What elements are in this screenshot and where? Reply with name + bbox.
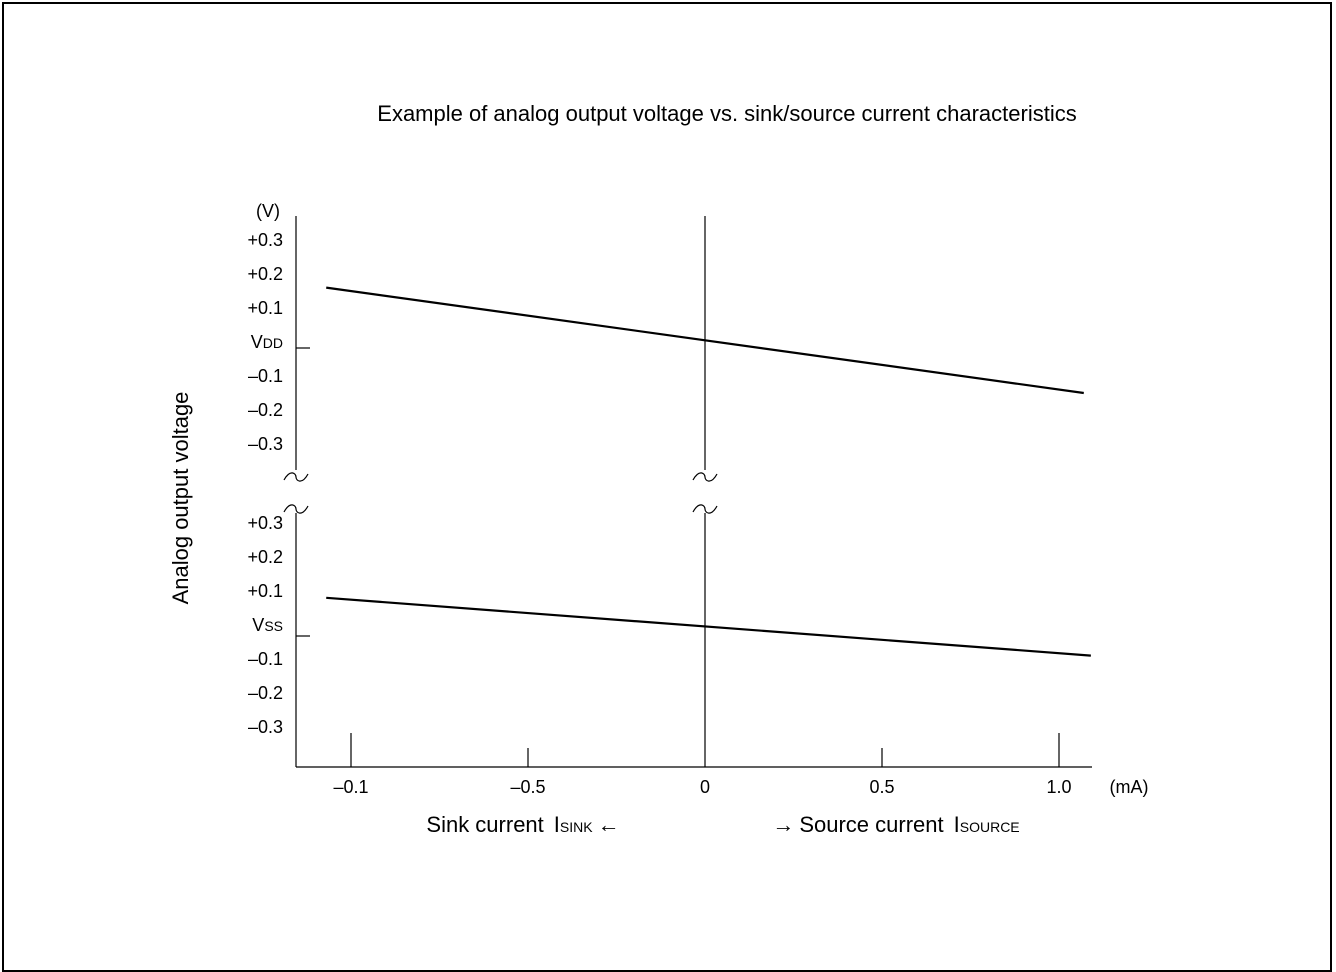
y-tick-label: –0.1 [248, 649, 283, 669]
axis-break-mark [283, 472, 309, 482]
chart-title: Example of analog output voltage vs. sin… [377, 101, 1076, 126]
y-tick-label: VDD [251, 332, 283, 352]
y-tick-label: –0.3 [248, 434, 283, 454]
x-axis-label-source: → Source current ISOURCE [772, 812, 1019, 837]
y-tick-label: +0.1 [247, 298, 283, 318]
x-axis-label-sink: Sink current ISINK ← [426, 812, 619, 837]
y-tick-label: +0.3 [247, 513, 283, 533]
x-unit-label: (mA) [1110, 777, 1149, 797]
axis-break-mark [283, 504, 309, 514]
x-tick-label: 0.5 [869, 777, 894, 797]
y-tick-label: +0.2 [247, 264, 283, 284]
y-tick-label: –0.2 [248, 400, 283, 420]
x-tick-label: –0.1 [333, 777, 368, 797]
y-tick-label: +0.3 [247, 230, 283, 250]
y-tick-label: +0.1 [247, 581, 283, 601]
axes-group: –0.1 –0.5 0 0.5 1.0 +0.3 +0.2 +0.1 VDD –0.1 –0.2 –0… [247, 216, 1092, 797]
series-line-vdd [326, 286, 1084, 395]
y-axis-label: Analog output voltage [168, 392, 193, 605]
y-unit-label: (V) [256, 201, 280, 221]
marks-group [326, 286, 1091, 657]
x-tick-label: –0.5 [510, 777, 545, 797]
y-tick-label: –0.2 [248, 683, 283, 703]
series-line-vss [326, 596, 1091, 657]
x-tick-label: 0 [700, 777, 710, 797]
axis-break-mark [692, 472, 718, 482]
y-tick-label: –0.3 [248, 717, 283, 737]
axis-break-mark [692, 504, 718, 514]
x-tick-label: 1.0 [1046, 777, 1071, 797]
y-tick-label: –0.1 [248, 366, 283, 386]
y-tick-label: +0.2 [247, 547, 283, 567]
y-tick-label: VSS [252, 615, 283, 635]
